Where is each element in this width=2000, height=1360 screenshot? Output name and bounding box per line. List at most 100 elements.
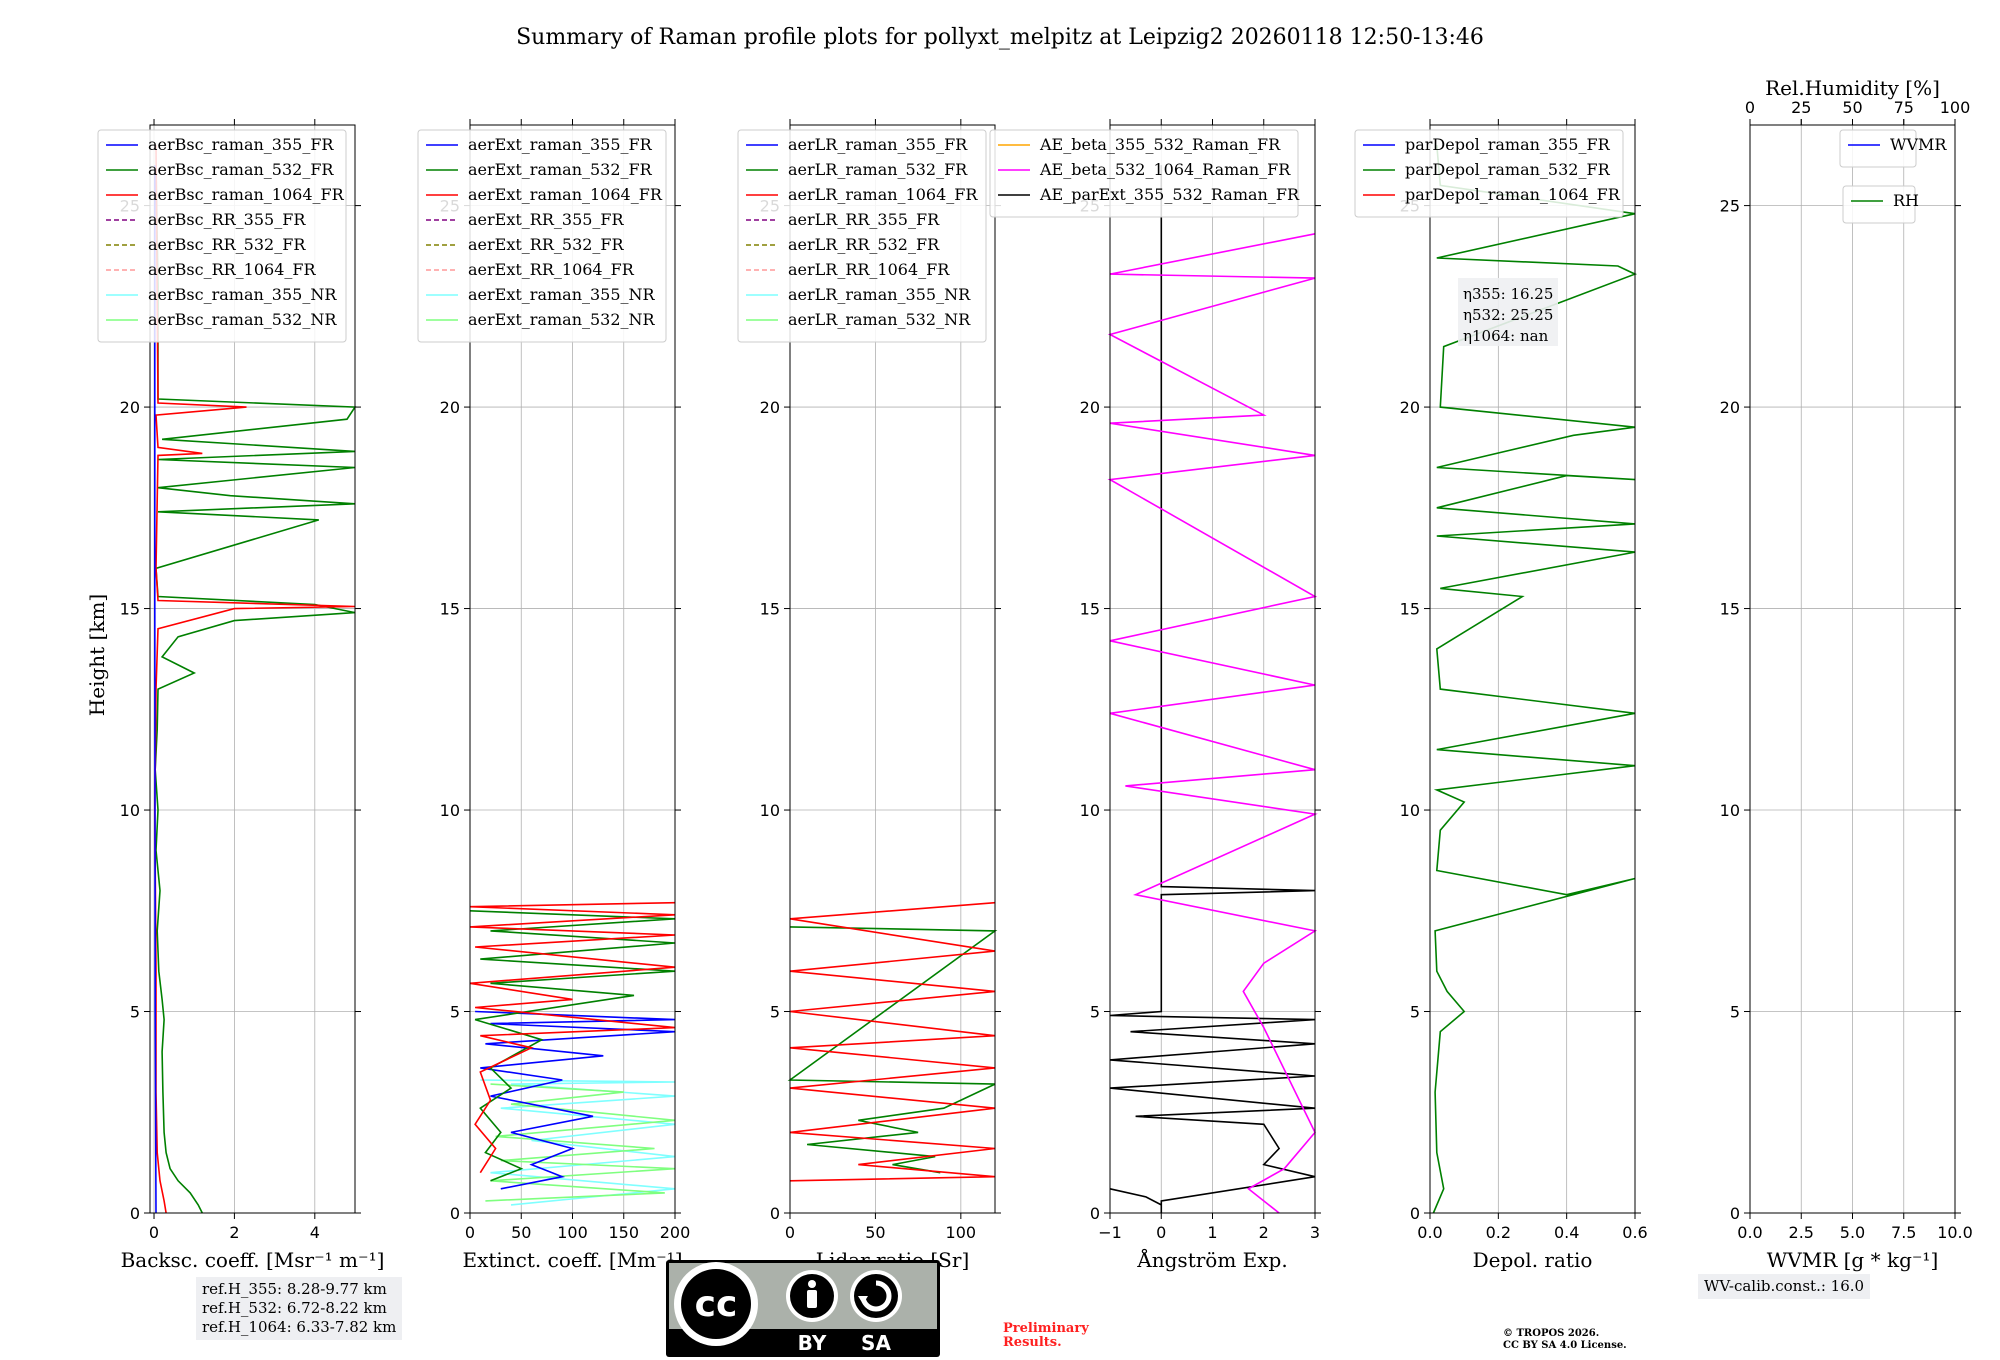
legend-label: AE_parExt_355_532_Raman_FR	[1039, 185, 1300, 204]
y-tick-label: 5	[1410, 1003, 1420, 1022]
y-tick-label: 20	[1400, 398, 1420, 417]
x-axis-label: Extinct. coeff. [Mm⁻¹]	[462, 1248, 682, 1272]
legend-box	[97, 129, 347, 343]
x-tick-label: 0.2	[1486, 1223, 1511, 1242]
y-tick-label: 0	[770, 1204, 780, 1223]
panel-depol: 0.00.20.40.60510152025Depol. ratioparDep…	[1354, 119, 1648, 1272]
annotation-box	[1458, 278, 1558, 346]
legend-label: aerLR_RR_1064_FR	[788, 260, 950, 279]
y-tick-label: 15	[120, 600, 140, 619]
y-tick-label: 5	[130, 1003, 140, 1022]
y-tick-label: 10	[120, 801, 140, 820]
legend-label: aerLR_raman_355_NR	[788, 285, 971, 304]
copyright-note: © TROPOS 2026. CC BY SA 4.0 License.	[1503, 1328, 1627, 1352]
axes-frame	[789, 124, 996, 1214]
legend-box	[737, 129, 987, 343]
preliminary-results-note: Preliminary Results.	[1003, 1322, 1089, 1350]
x-tick-label: 1	[1207, 1223, 1217, 1242]
preliminary-line-2: Results.	[1003, 1335, 1062, 1350]
legend-label: RH	[1893, 191, 1919, 210]
y-tick-label: 15	[760, 600, 780, 619]
x-tick-label: 0.0	[1417, 1223, 1442, 1242]
ref-height-355: ref.H_355: 8.28-9.77 km	[202, 1280, 387, 1298]
legend-label: aerLR_RR_532_FR	[788, 235, 940, 254]
ref-height-532: ref.H_532: 6.72-8.22 km	[202, 1299, 387, 1317]
legend-label: aerExt_raman_355_NR	[468, 285, 656, 304]
y-tick-label: 25	[1720, 197, 1740, 216]
wv-calib-value: WV-calib.const.: 16.0	[1704, 1277, 1865, 1295]
y-tick-label: 5	[1090, 1003, 1100, 1022]
x-tick-label: 100	[946, 1223, 977, 1242]
x-tick-label: 50	[865, 1223, 885, 1242]
x-tick-label: 0	[785, 1223, 795, 1242]
legend-label: aerExt_raman_1064_FR	[468, 185, 663, 204]
legend-label: aerLR_raman_532_FR	[788, 160, 968, 179]
reference-heights-box: ref.H_355: 8.28-9.77 km ref.H_532: 6.72-…	[196, 1277, 403, 1340]
top-x-tick-label: 25	[1791, 98, 1811, 117]
legend-box	[989, 129, 1299, 218]
sa-text: SA	[861, 1331, 891, 1355]
series-aerLR_raman_1064_FR	[789, 901, 996, 1182]
legend-label: aerBsc_raman_532_FR	[148, 160, 334, 179]
x-tick-label: 2.5	[1789, 1223, 1814, 1242]
legend-label: parDepol_raman_355_FR	[1405, 135, 1611, 154]
legend-label: aerLR_raman_1064_FR	[788, 185, 978, 204]
series-aerBsc_raman_355_FR	[154, 165, 157, 1214]
y-tick-label: 0	[450, 1204, 460, 1223]
legend-rh: RH	[1842, 185, 1919, 224]
cc-license-logo: cc BY SA	[666, 1260, 940, 1357]
top-x-tick-label: 75	[1894, 98, 1914, 117]
x-tick-label: 10.0	[1937, 1223, 1973, 1242]
top-x-tick-label: 100	[1940, 98, 1971, 117]
legend-label: aerBsc_RR_532_FR	[148, 235, 306, 254]
series-aerExt_raman_532_NR	[485, 1083, 676, 1202]
x-tick-label: 0	[1156, 1223, 1166, 1242]
y-tick-label: 5	[770, 1003, 780, 1022]
legend-box	[1839, 129, 1917, 168]
x-tick-label: 0.6	[1622, 1223, 1647, 1242]
legend-ext: aerExt_raman_355_FR aerExt_raman_532_FRae…	[417, 129, 667, 343]
x-tick-label: 4	[310, 1223, 320, 1242]
legend-bsc: aerBsc_raman_355_FR aerBsc_raman_532_FRae…	[97, 129, 347, 343]
annotation-line: η532: 25.25	[1463, 306, 1553, 324]
axes-frame	[1429, 124, 1636, 1214]
y-axis-label: Height [km]	[85, 594, 109, 716]
legend-label: aerExt_raman_355_FR	[468, 135, 653, 154]
x-tick-label: 2	[229, 1223, 239, 1242]
y-tick-label: 20	[440, 398, 460, 417]
series-AE_beta_532_1064_Raman_FR	[1107, 233, 1318, 1214]
y-tick-label: 15	[1720, 600, 1740, 619]
x-tick-label: 0	[149, 1223, 159, 1242]
legend-lr: aerLR_raman_355_FR aerLR_raman_532_FR aerL…	[737, 129, 987, 343]
legend-ae: AE_beta_355_532_Raman_FR AE_beta_532_1064…	[989, 129, 1300, 218]
axes-frame	[149, 124, 356, 1214]
y-tick-label: 15	[440, 600, 460, 619]
annotation-line: η355: 16.25	[1463, 285, 1553, 303]
legend-label: WVMR	[1890, 135, 1947, 154]
panel-ext: 0501001502000510152025Extinct. coeff. [M…	[417, 119, 690, 1272]
y-tick-label: 10	[1080, 801, 1100, 820]
legend-label: aerExt_raman_532_FR	[468, 160, 653, 179]
figure-title: Summary of Raman profile plots for polly…	[516, 25, 1484, 50]
legend-label: aerBsc_raman_355_NR	[148, 285, 337, 304]
series-aerBsc_raman_1064_FR	[153, 145, 356, 1214]
y-tick-label: 0	[1090, 1204, 1100, 1223]
x-tick-label: −1	[1098, 1223, 1122, 1242]
x-tick-label: 0	[465, 1223, 475, 1242]
x-tick-label: 100	[557, 1223, 588, 1242]
legend-label: parDepol_raman_1064_FR	[1405, 185, 1621, 204]
y-tick-label: 0	[130, 1204, 140, 1223]
y-tick-label: 0	[1410, 1204, 1420, 1223]
legend-box	[1354, 129, 1624, 218]
y-tick-label: 10	[440, 801, 460, 820]
y-tick-label: 10	[1400, 801, 1420, 820]
x-axis-label: Backsc. coeff. [Msr⁻¹ m⁻¹]	[121, 1248, 385, 1272]
panel-ae: −101230510152025Ångström Exp.AE_beta_355…	[989, 119, 1321, 1272]
legend-label: aerBsc_raman_355_FR	[148, 135, 334, 154]
top-x-tick-label: 50	[1842, 98, 1862, 117]
legend-wv: WVMR	[1839, 129, 1947, 168]
legend-label: aerLR_RR_355_FR	[788, 210, 940, 229]
y-tick-label: 20	[1080, 398, 1100, 417]
legend-label: aerExt_RR_532_FR	[468, 235, 625, 254]
top-axis-label: Rel.Humidity [%]	[1765, 76, 1940, 100]
